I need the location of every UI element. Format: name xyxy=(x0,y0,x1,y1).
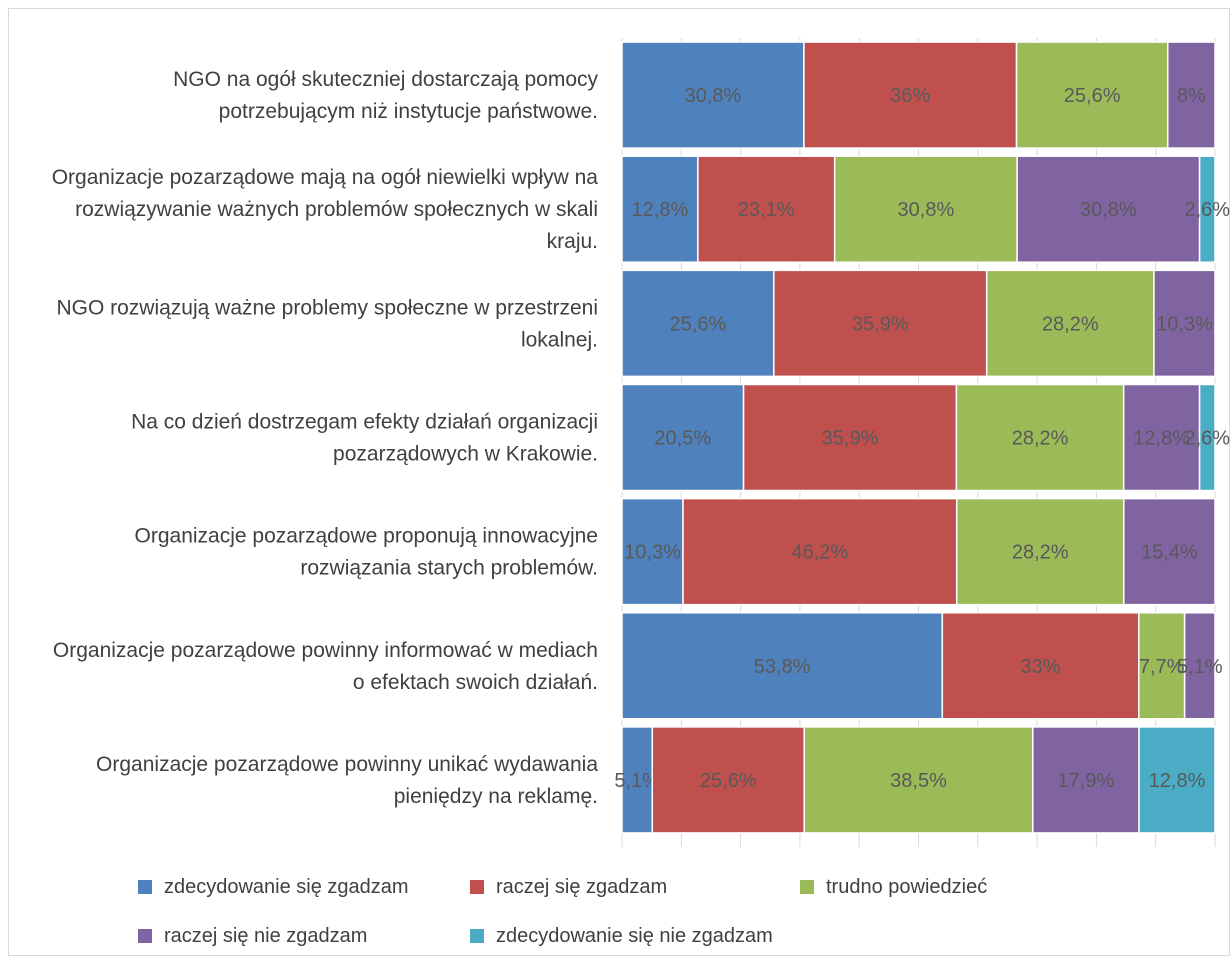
data-label: 12,8% xyxy=(632,199,689,221)
legend-label: zdecydowanie się nie zgadzam xyxy=(496,925,773,947)
data-label: 25,6% xyxy=(700,770,757,792)
bar-segment xyxy=(682,497,958,606)
bar-segment xyxy=(803,41,1018,149)
legend-swatch xyxy=(138,929,152,943)
category-label-line: pozarządowych w Krakowie. xyxy=(333,443,598,466)
category-label: Organizacje pozarządowe powinny informow… xyxy=(53,639,598,694)
bar-segment xyxy=(1153,269,1216,378)
category-label-line: Organizacje pozarządowe mają na ogół nie… xyxy=(52,166,599,189)
data-label: 28,2% xyxy=(1042,313,1099,335)
bar-segment xyxy=(651,726,805,834)
bar-segment xyxy=(621,383,745,492)
category-label-line: lokalnej. xyxy=(521,328,598,351)
bar-segment xyxy=(1122,383,1201,492)
category-label: Na co dzień dostrzegam efekty działań or… xyxy=(131,411,598,466)
bar-segment xyxy=(955,383,1125,492)
data-label: 25,6% xyxy=(1064,85,1121,107)
legend-swatch xyxy=(138,880,152,894)
legend-label: trudno powiedzieć xyxy=(826,876,987,898)
bar-segment xyxy=(941,612,1140,720)
category-label-line: Organizacje pozarządowe powinny unikać w… xyxy=(96,753,598,776)
category-labels: NGO na ogół skuteczniej dostarczają pomo… xyxy=(52,68,599,808)
data-label: 5,1% xyxy=(1177,656,1223,678)
data-label: 12,8% xyxy=(1133,428,1190,450)
data-label: 20,5% xyxy=(654,428,711,450)
bar-segment xyxy=(621,726,654,834)
data-label: 46,2% xyxy=(792,542,849,564)
legend-label: zdecydowanie się zgadzam xyxy=(164,876,409,898)
category-label: NGO na ogół skuteczniej dostarczają pomo… xyxy=(173,68,598,123)
category-label-line: NGO na ogół skuteczniej dostarczają pomo… xyxy=(173,68,598,91)
category-label: NGO rozwiązują ważne problemy społeczne … xyxy=(56,296,598,351)
legend-swatch xyxy=(470,929,484,943)
bar-segment xyxy=(621,41,805,149)
bar-segment xyxy=(1016,155,1201,263)
data-label: 17,9% xyxy=(1058,770,1115,792)
category-label: Organizacje pozarządowe proponują innowa… xyxy=(135,525,598,580)
category-label-line: pieniędzy na reklamę. xyxy=(394,785,598,808)
data-label: 28,2% xyxy=(1012,542,1069,564)
category-label-line: Na co dzień dostrzegam efekty działań or… xyxy=(131,411,598,434)
bar-segment xyxy=(955,497,1125,606)
bars: 30,8% 36% 25,6% 8% 12,8% 23,1% 30,8% 30,8% 2,6% 2… xyxy=(614,41,1231,834)
data-label: 15,4% xyxy=(1141,542,1198,564)
data-label: 35,9% xyxy=(852,313,909,335)
bar-segment xyxy=(1166,41,1216,149)
bar-segment xyxy=(1138,612,1186,720)
data-label: 7,7% xyxy=(1139,656,1185,678)
bar-segment xyxy=(697,155,836,263)
legend: zdecydowanie się zgadzam raczej się zgadz… xyxy=(138,876,987,947)
data-label: 30,8% xyxy=(1080,199,1137,221)
bar-segment xyxy=(621,497,684,606)
category-label-line: rozwiązania starych problemów. xyxy=(300,557,598,580)
data-label: 8% xyxy=(1177,85,1206,107)
bar-segment xyxy=(621,155,699,263)
bar-segment xyxy=(1198,383,1216,492)
legend-label: raczej się nie zgadzam xyxy=(164,925,367,947)
category-label-line: potrzebującym niż instytucje państwowe. xyxy=(219,100,598,123)
bar-segment xyxy=(1138,726,1216,834)
category-label-line: Organizacje pozarządowe powinny informow… xyxy=(53,639,598,662)
category-label-line: NGO rozwiązują ważne problemy społeczne … xyxy=(56,296,598,319)
legend-swatch xyxy=(800,880,814,894)
data-label: 10,3% xyxy=(624,542,681,564)
category-label-line: Organizacje pozarządowe proponują innowa… xyxy=(135,525,598,548)
data-label: 12,8% xyxy=(1149,770,1206,792)
data-label: 23,1% xyxy=(738,199,795,221)
bar-segment xyxy=(1198,155,1216,263)
category-label: Organizacje pozarządowe powinny unikać w… xyxy=(96,753,598,808)
bar-segment xyxy=(621,269,775,378)
data-label: 53,8% xyxy=(754,656,811,678)
data-label: 28,2% xyxy=(1012,428,1069,450)
legend-label: raczej się zgadzam xyxy=(496,876,667,898)
bar-segment xyxy=(1032,726,1140,834)
data-label: 2,6% xyxy=(1184,428,1230,450)
category-label-line: o efektach swoich działań. xyxy=(353,671,598,694)
bar-segment xyxy=(1123,497,1216,606)
data-label: 2,6% xyxy=(1185,199,1231,221)
category-label: Organizacje pozarządowe mają na ogół nie… xyxy=(52,166,599,253)
category-label-line: rozwiązywanie ważnych problemów społeczn… xyxy=(75,198,598,221)
data-label: 25,6% xyxy=(670,313,727,335)
data-label: 5,1% xyxy=(614,770,660,792)
data-label: 38,5% xyxy=(890,770,947,792)
data-label: 30,8% xyxy=(685,85,742,107)
data-label: 33% xyxy=(1021,656,1061,678)
category-label-line: kraju. xyxy=(547,230,598,253)
bar-segment xyxy=(621,612,944,720)
legend-swatch xyxy=(470,880,484,894)
data-label: 30,8% xyxy=(898,199,955,221)
data-label: 36% xyxy=(890,85,930,107)
bar-segment xyxy=(1015,41,1169,149)
bar-segment xyxy=(742,383,958,492)
bar-segment xyxy=(985,269,1155,378)
data-label: 10,3% xyxy=(1156,313,1213,335)
bar-segment xyxy=(773,269,988,378)
bar-segment xyxy=(1183,612,1216,720)
data-label: 35,9% xyxy=(822,428,879,450)
